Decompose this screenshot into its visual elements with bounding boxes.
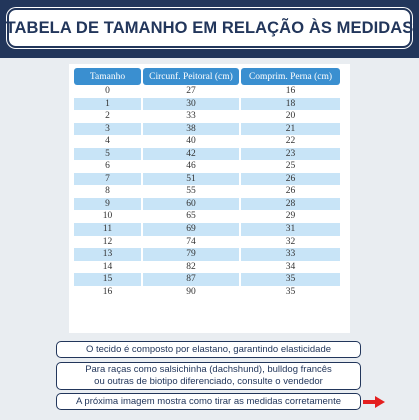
cell-tamanho: 4 (105, 136, 110, 147)
cell-perna: 26 (241, 172, 340, 186)
table-body: 0 27 16 1 30 18 2 33 20 3 38 21 4 40 22 5 42 23 6 46 25 7 51 26… (74, 85, 340, 298)
table-row: 16 90 35 (74, 286, 340, 299)
table-row: 3 38 21 (74, 122, 340, 136)
note-elastano-text: O tecido é composto por elastano, garant… (85, 343, 332, 355)
page-title: TABELA DE TAMANHO EM RELAÇÃO ÀS MEDIDAS (5, 18, 414, 37)
cell-peitoral: 69 (143, 223, 239, 236)
header-band: TABELA DE TAMANHO EM RELAÇÃO ÀS MEDIDAS (0, 0, 419, 58)
table-row: 4 40 22 (74, 135, 340, 148)
cell-perna: 35 (241, 273, 340, 286)
cell-peitoral: 30 (143, 97, 239, 111)
cell-tamanho: 6 (105, 161, 110, 172)
cell-tamanho: 5 (74, 147, 141, 161)
cell-perna: 34 (285, 261, 296, 272)
cell-peitoral: 60 (143, 197, 239, 211)
cell-perna: 25 (285, 161, 296, 172)
cell-tamanho: 7 (74, 172, 141, 186)
table-header-row: Tamanho Circunf. Peitoral (cm) Comprim. … (74, 68, 340, 85)
cell-perna: 29 (285, 211, 296, 222)
cell-peitoral: 51 (143, 172, 239, 186)
column-header-perna: Comprim. Perna (cm) (241, 68, 340, 85)
cell-perna: 23 (241, 147, 340, 161)
cell-perna: 32 (285, 236, 296, 247)
table-row: 11 69 31 (74, 223, 340, 236)
cell-tamanho: 0 (105, 86, 110, 96)
cell-perna: 21 (241, 122, 340, 136)
column-header-tamanho: Tamanho (74, 68, 141, 85)
cell-tamanho: 11 (74, 223, 141, 236)
table-row: 0 27 16 (74, 85, 340, 98)
note-racas-line1: Para raças como salsichinha (dachshund),… (85, 364, 332, 375)
column-header-peitoral: Circunf. Peitoral (cm) (143, 68, 239, 85)
table-row: 6 46 25 (74, 160, 340, 173)
cell-perna: 18 (241, 97, 340, 111)
cell-perna: 26 (285, 186, 296, 197)
cell-tamanho: 3 (74, 122, 141, 136)
arrow-right-icon (363, 396, 385, 408)
table-row: 13 79 33 (74, 248, 340, 261)
cell-perna: 35 (285, 286, 296, 297)
table-row: 8 55 26 (74, 185, 340, 198)
cell-tamanho: 1 (74, 97, 141, 111)
table-row: 15 87 35 (74, 273, 340, 286)
cell-tamanho: 9 (74, 197, 141, 211)
cell-tamanho: 8 (105, 186, 110, 197)
table-row: 10 65 29 (74, 210, 340, 223)
note-proxima-text: A próxima imagem mostra como tirar as me… (75, 395, 342, 407)
cell-peitoral: 79 (143, 248, 239, 261)
note-racas: Para raças como salsichinha (dachshund),… (56, 362, 361, 390)
cell-peitoral: 90 (186, 286, 196, 297)
note-elastano: O tecido é composto por elastano, garant… (56, 341, 361, 358)
cell-tamanho: 16 (102, 286, 113, 297)
cell-perna: 33 (241, 248, 340, 261)
table-row: 7 51 26 (74, 172, 340, 186)
cell-tamanho: 10 (102, 211, 113, 222)
cell-peitoral: 82 (186, 261, 196, 272)
note-proxima-imagem: A próxima imagem mostra como tirar as me… (56, 393, 361, 410)
table-row: 5 42 23 (74, 147, 340, 161)
cell-perna: 22 (285, 136, 296, 147)
cell-peitoral: 74 (186, 236, 196, 247)
cell-peitoral: 42 (143, 147, 239, 161)
title-box: TABELA DE TAMANHO EM RELAÇÃO ÀS MEDIDAS (5, 8, 414, 48)
cell-tamanho: 12 (102, 236, 113, 247)
table-row: 12 74 32 (74, 236, 340, 249)
cell-peitoral: 65 (186, 211, 196, 222)
cell-peitoral: 33 (186, 111, 196, 122)
cell-peitoral: 46 (186, 161, 196, 172)
cell-tamanho: 14 (102, 261, 113, 272)
cell-tamanho: 13 (74, 248, 141, 261)
cell-peitoral: 87 (143, 273, 239, 286)
table-row: 9 60 28 (74, 197, 340, 211)
cell-tamanho: 2 (105, 111, 110, 122)
cell-peitoral: 27 (186, 86, 196, 96)
cell-tamanho: 15 (74, 273, 141, 286)
cell-perna: 16 (285, 86, 296, 96)
cell-perna: 31 (241, 223, 340, 236)
note-racas-line2: ou outras de biotipo diferenciado, consu… (94, 376, 323, 387)
table-row: 14 82 34 (74, 261, 340, 274)
table-row: 1 30 18 (74, 97, 340, 111)
cell-peitoral: 55 (186, 186, 196, 197)
cell-peitoral: 38 (143, 122, 239, 136)
cell-perna: 20 (285, 111, 296, 122)
cell-perna: 28 (241, 197, 340, 211)
cell-peitoral: 40 (186, 136, 196, 147)
size-table: Tamanho Circunf. Peitoral (cm) Comprim. … (72, 68, 342, 298)
table-row: 2 33 20 (74, 110, 340, 123)
